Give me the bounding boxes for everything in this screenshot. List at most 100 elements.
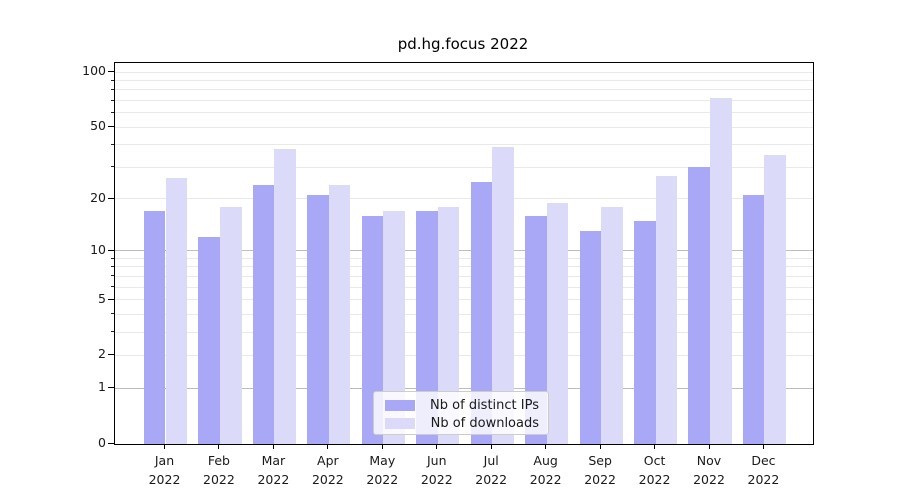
x-tick-label-jul: Jul 2022	[460, 451, 522, 489]
plot-area	[114, 62, 814, 445]
legend: Nb of distinct IPs Nb of downloads	[373, 391, 549, 435]
y-minor-tickmark-40	[111, 143, 114, 145]
gridline-y-7	[115, 275, 813, 277]
gridline-y-20	[115, 198, 813, 200]
gridline-y-5	[115, 299, 813, 301]
x-tick-label-oct: Oct 2022	[624, 451, 686, 489]
y-minor-tickmark-9	[111, 257, 114, 259]
y-tickmark-5	[108, 298, 114, 300]
x-tickmark-dec	[762, 444, 764, 449]
gridline-y-4	[115, 313, 813, 315]
bar-distinct-ips-feb	[198, 237, 220, 444]
y-minor-tickmark-8	[111, 265, 114, 267]
y-tickmark-20	[108, 197, 114, 199]
bar-downloads-oct	[655, 175, 678, 444]
x-label-month: Mar	[261, 453, 286, 468]
y-tick-label-2: 2	[98, 346, 106, 362]
bar-downloads-nov	[710, 98, 732, 444]
bar-distinct-ips-nov	[688, 167, 710, 444]
bar-downloads-dec	[764, 155, 787, 444]
x-label-month: Aug	[533, 453, 558, 468]
bar-distinct-ips-jun	[416, 211, 438, 444]
x-label-month: Nov	[696, 453, 722, 468]
x-label-month: Jan	[154, 453, 175, 468]
x-tickmark-mar	[272, 444, 274, 449]
y-tickmark-0	[108, 443, 114, 444]
x-label-month: Jun	[426, 453, 447, 468]
y-tick-label-5: 5	[98, 290, 106, 306]
bar-distinct-ips-mar	[252, 184, 275, 444]
bar-downloads-jan	[165, 178, 188, 444]
x-label-month: Oct	[643, 453, 666, 468]
gridline-y-3	[115, 331, 813, 333]
x-tick-label-nov: Nov 2022	[678, 451, 740, 489]
legend-item-distinct-ips: Nb of distinct IPs	[385, 396, 539, 414]
bar-downloads-feb	[219, 206, 242, 444]
x-tick-label-dec: Dec 2022	[732, 451, 794, 489]
x-tickmark-feb	[218, 444, 220, 449]
y-minor-tickmark-80	[111, 88, 114, 90]
gridline-y-2	[115, 354, 813, 356]
x-tick-label-feb: Feb 2022	[188, 451, 250, 489]
y-tickmark-50	[108, 126, 114, 128]
bar-distinct-ips-sep	[579, 231, 602, 444]
y-minor-tickmark-70	[111, 99, 114, 101]
x-tickmark-nov	[708, 444, 710, 449]
y-tick-label-100: 100	[82, 63, 106, 79]
bar-distinct-ips-jul	[470, 181, 493, 444]
bar-distinct-ips-oct	[633, 220, 656, 444]
x-tickmark-sep	[599, 444, 601, 449]
gridline-y-60	[115, 112, 813, 114]
x-tick-label-apr: Apr 2022	[297, 451, 359, 489]
gridline-y-9	[115, 258, 813, 259]
y-tickmark-2	[108, 354, 114, 356]
y-minor-tickmark-6	[111, 286, 114, 288]
x-label-month: Jul	[483, 453, 499, 468]
x-label-year: 2022	[257, 472, 290, 487]
gridline-y-6	[115, 286, 813, 288]
x-label-month: Apr	[317, 453, 339, 468]
x-label-year: 2022	[584, 472, 616, 487]
y-minor-tickmark-4	[111, 313, 114, 315]
y-minor-tickmark-3	[111, 331, 114, 333]
x-label-year: 2022	[420, 472, 453, 487]
x-tickmark-aug	[545, 444, 547, 449]
gridline-y-100	[115, 71, 813, 73]
y-minor-tickmark-90	[111, 79, 114, 81]
bar-distinct-ips-jan	[143, 211, 166, 444]
y-minor-tickmark-30	[111, 166, 114, 168]
bar-downloads-aug	[546, 202, 569, 444]
x-tickmark-jun	[436, 444, 438, 449]
x-label-year: 2022	[311, 472, 344, 487]
bar-distinct-ips-may	[361, 215, 384, 444]
gridline-y-50	[115, 126, 813, 128]
gridline-y-10	[115, 250, 813, 252]
x-label-year: 2022	[475, 472, 508, 487]
bar-downloads-sep	[601, 206, 623, 444]
y-tick-label-1: 1	[98, 379, 106, 395]
x-tickmark-oct	[654, 444, 656, 449]
gridline-y-90	[115, 80, 813, 82]
x-label-year: 2022	[693, 472, 725, 487]
gridline-y-80	[115, 89, 813, 91]
y-tickmark-100	[108, 71, 114, 73]
x-label-year: 2022	[747, 472, 780, 487]
gridline-y-8	[115, 266, 813, 268]
y-tick-label-20: 20	[90, 189, 106, 205]
x-tick-label-aug: Aug 2022	[515, 451, 577, 489]
legend-item-downloads: Nb of downloads	[385, 414, 539, 432]
bar-distinct-ips-dec	[742, 194, 765, 444]
gridline-y-40	[115, 144, 813, 146]
gridline-y-30	[115, 166, 813, 168]
x-tickmark-apr	[327, 444, 329, 449]
bar-distinct-ips-apr	[307, 194, 329, 444]
legend-label-downloads: Nb of downloads	[430, 415, 539, 431]
x-label-year: 2022	[366, 472, 399, 487]
legend-swatch-distinct-ips	[385, 399, 415, 411]
y-tick-label-50: 50	[90, 118, 106, 134]
bar-downloads-jun	[437, 206, 460, 444]
x-label-month: Dec	[751, 453, 776, 468]
x-tick-label-may: May 2022	[351, 451, 413, 489]
x-label-month: Sep	[588, 453, 612, 468]
